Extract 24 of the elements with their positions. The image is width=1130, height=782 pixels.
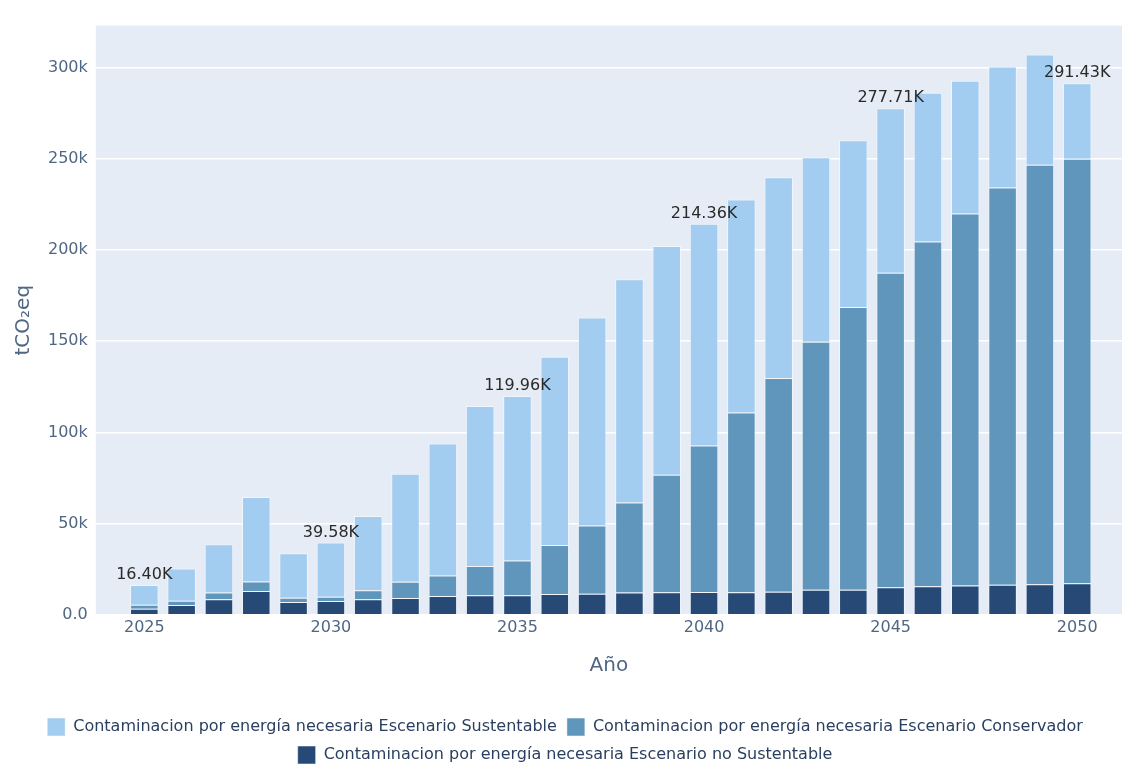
y-tick-label: 0.0 (62, 603, 88, 623)
y-tick-label: 100k (47, 421, 89, 441)
x-tick-label: 2050 (1056, 616, 1098, 636)
x-tick-label: 2035 (497, 616, 538, 636)
annotation: 291.43K (1043, 62, 1111, 82)
y-tick-label: 150k (47, 330, 89, 350)
annotation: 16.40K (116, 564, 173, 584)
x-tick-label: 2025 (123, 616, 165, 636)
y-tick-label: 250k (47, 147, 89, 167)
annotation: 39.58K (302, 521, 360, 541)
legend-label: Contaminacion por energía necesaria Escenario no Sustentable (323, 744, 833, 764)
x-axis-title: Año (589, 652, 629, 677)
x-tick-label: 2045 (870, 616, 911, 636)
annotation: 277.71K (857, 87, 925, 107)
legend-label: Contaminacion por energía necesaria Escenario Sustentable (73, 716, 557, 736)
annotation: 119.96K (484, 375, 552, 395)
x-tick-label: 2030 (310, 616, 352, 636)
y-tick-label: 50k (58, 512, 89, 532)
y-tick-label: 200k (47, 239, 89, 259)
legend-label: Contaminacion por energía necesaria Escenario Conservador (592, 716, 1084, 736)
annotation: 214.36K (670, 202, 738, 222)
x-tick-label: 2040 (683, 616, 725, 636)
y-tick-label: 300k (47, 56, 89, 76)
y-axis-title: tCO₂eq (10, 284, 35, 356)
